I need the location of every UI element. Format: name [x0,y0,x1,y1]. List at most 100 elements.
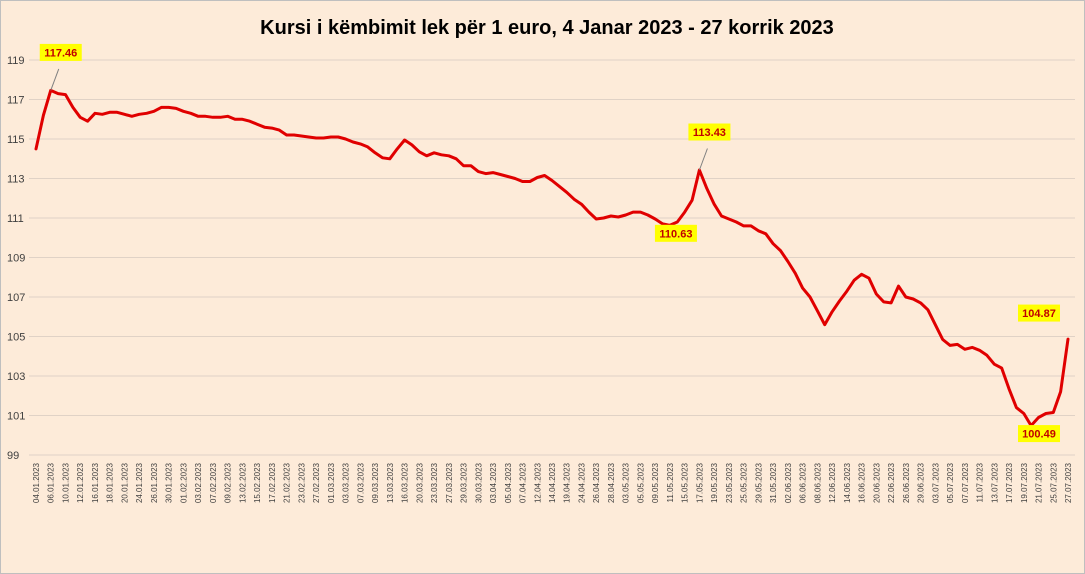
x-tick-label: 07.07.2023 [961,462,970,503]
x-tick-label: 25.07.2023 [1049,462,1058,503]
x-tick-label: 16.01.2023 [91,462,100,503]
x-tick-label: 30.01.2023 [165,462,174,503]
x-tick-label: 16.06.2023 [858,462,867,503]
x-tick-label: 27.03.2023 [445,462,454,503]
x-tick-label: 07.03.2023 [356,462,365,503]
x-tick-label: 14.04.2023 [548,462,557,503]
annotation-label: 117.46 [44,47,77,59]
y-tick-label: 107 [7,292,25,304]
gridlines [29,59,1075,456]
x-tick-label: 21.02.2023 [283,462,292,503]
x-tick-label: 08.06.2023 [813,462,822,503]
x-tick-label: 18.01.2023 [106,462,115,503]
y-tick-label: 115 [7,134,25,146]
x-tick-label: 07.04.2023 [519,462,528,503]
x-tick-label: 27.02.2023 [312,462,321,503]
x-tick-label: 05.05.2023 [636,462,645,503]
y-tick-label: 99 [7,450,19,462]
y-tick-label: 103 [7,371,25,383]
x-tick-label: 12.01.2023 [76,462,85,503]
x-tick-label: 01.02.2023 [179,462,188,503]
x-tick-label: 27.07.2023 [1064,462,1073,503]
x-tick-label: 03.07.2023 [931,462,940,503]
annotations: 117.46 113.43 110.63 100.49 104.87 [39,43,1060,443]
x-tick-label: 28.04.2023 [607,462,616,503]
x-tick-label: 06.06.2023 [799,462,808,503]
x-tick-label: 23.05.2023 [725,462,734,503]
x-tick-label: 17.07.2023 [1005,462,1014,503]
annotation-label-box [1018,425,1060,443]
x-tick-label: 06.01.2023 [47,462,56,503]
x-tick-label: 11.07.2023 [976,462,985,502]
x-tick-label: 29.06.2023 [917,462,926,503]
annotation-label: 104.87 [1022,308,1056,320]
annotation-leader-line [50,68,60,91]
x-tick-label: 05.07.2023 [946,462,955,503]
x-tick-label: 02.06.2023 [784,462,793,503]
x-tick-label: 11.05.2023 [666,462,675,502]
x-tick-label: 29.05.2023 [754,462,763,503]
x-tick-label: 07.02.2023 [209,462,218,503]
y-axis-ticks: 99 101 103 105 107 109 111 113 115 117 119 [7,55,25,462]
x-tick-label: 03.02.2023 [194,462,203,503]
y-tick-label: 113 [7,174,25,186]
x-tick-label: 24.04.2023 [577,462,586,503]
x-tick-label: 29.03.2023 [460,462,469,503]
x-tick-label: 09.05.2023 [651,462,660,503]
x-tick-label: 14.06.2023 [843,462,852,503]
x-tick-label: 23.03.2023 [430,462,439,503]
x-tick-label: 26.04.2023 [592,462,601,503]
x-tick-label: 15.02.2023 [253,462,262,503]
x-tick-label: 13.02.2023 [238,462,247,503]
x-tick-label: 13.03.2023 [386,462,395,503]
x-tick-label: 26.01.2023 [150,462,159,503]
x-tick-label: 25.05.2023 [740,462,749,503]
y-tick-label: 111 [7,213,24,225]
x-tick-label: 17.05.2023 [695,462,704,503]
annotation-label-box [688,123,731,141]
annotation-label-box [654,224,697,242]
annotation-leader-line [698,148,708,171]
x-tick-label: 16.03.2023 [401,462,410,503]
y-tick-label: 109 [7,253,25,265]
x-tick-label: 26.06.2023 [902,462,911,503]
x-axis-ticks: 04.01.2023 06.01.2023 10.01.2023 12.01.2023… [32,462,1073,503]
annotation-label: 113.43 [693,127,726,139]
x-tick-label: 24.01.2023 [135,462,144,503]
x-tick-label: 31.05.2023 [769,462,778,503]
x-tick-label: 12.06.2023 [828,462,837,503]
x-tick-label: 03.04.2023 [489,462,498,503]
x-tick-label: 09.03.2023 [371,462,380,503]
x-tick-label: 23.02.2023 [297,462,306,503]
x-tick-label: 30.03.2023 [474,462,483,503]
y-tick-label: 117 [7,95,25,107]
x-tick-label: 10.01.2023 [61,462,70,503]
x-tick-label: 03.03.2023 [342,462,351,503]
x-tick-label: 12.04.2023 [533,462,542,503]
x-tick-label: 19.04.2023 [563,462,572,503]
x-tick-label: 22.06.2023 [887,462,896,503]
y-tick-label: 101 [7,411,25,423]
x-tick-label: 19.07.2023 [1020,462,1029,503]
x-tick-label: 20.03.2023 [415,462,424,503]
y-tick-label: 119 [7,55,25,67]
x-tick-label: 04.01.2023 [32,462,41,503]
x-tick-label: 13.07.2023 [990,462,999,503]
x-tick-label: 21.07.2023 [1035,462,1044,503]
x-tick-label: 17.02.2023 [268,462,277,503]
x-tick-label: 20.01.2023 [120,462,129,503]
x-tick-label: 09.02.2023 [224,462,233,503]
annotation-label-box [1018,304,1060,322]
chart-title: Kursi i këmbimit lek për 1 euro, 4 Janar… [260,17,834,39]
annotation-label-box [39,43,82,61]
exchange-rate-series-line [34,88,1070,428]
x-tick-label: 05.04.2023 [504,462,513,503]
x-tick-label: 01.03.2023 [327,462,336,503]
annotation-label: 100.49 [1022,429,1056,441]
x-tick-label: 15.05.2023 [681,462,690,503]
x-tick-label: 03.05.2023 [622,462,631,503]
y-tick-label: 105 [7,332,25,344]
series-layer [34,88,1070,428]
